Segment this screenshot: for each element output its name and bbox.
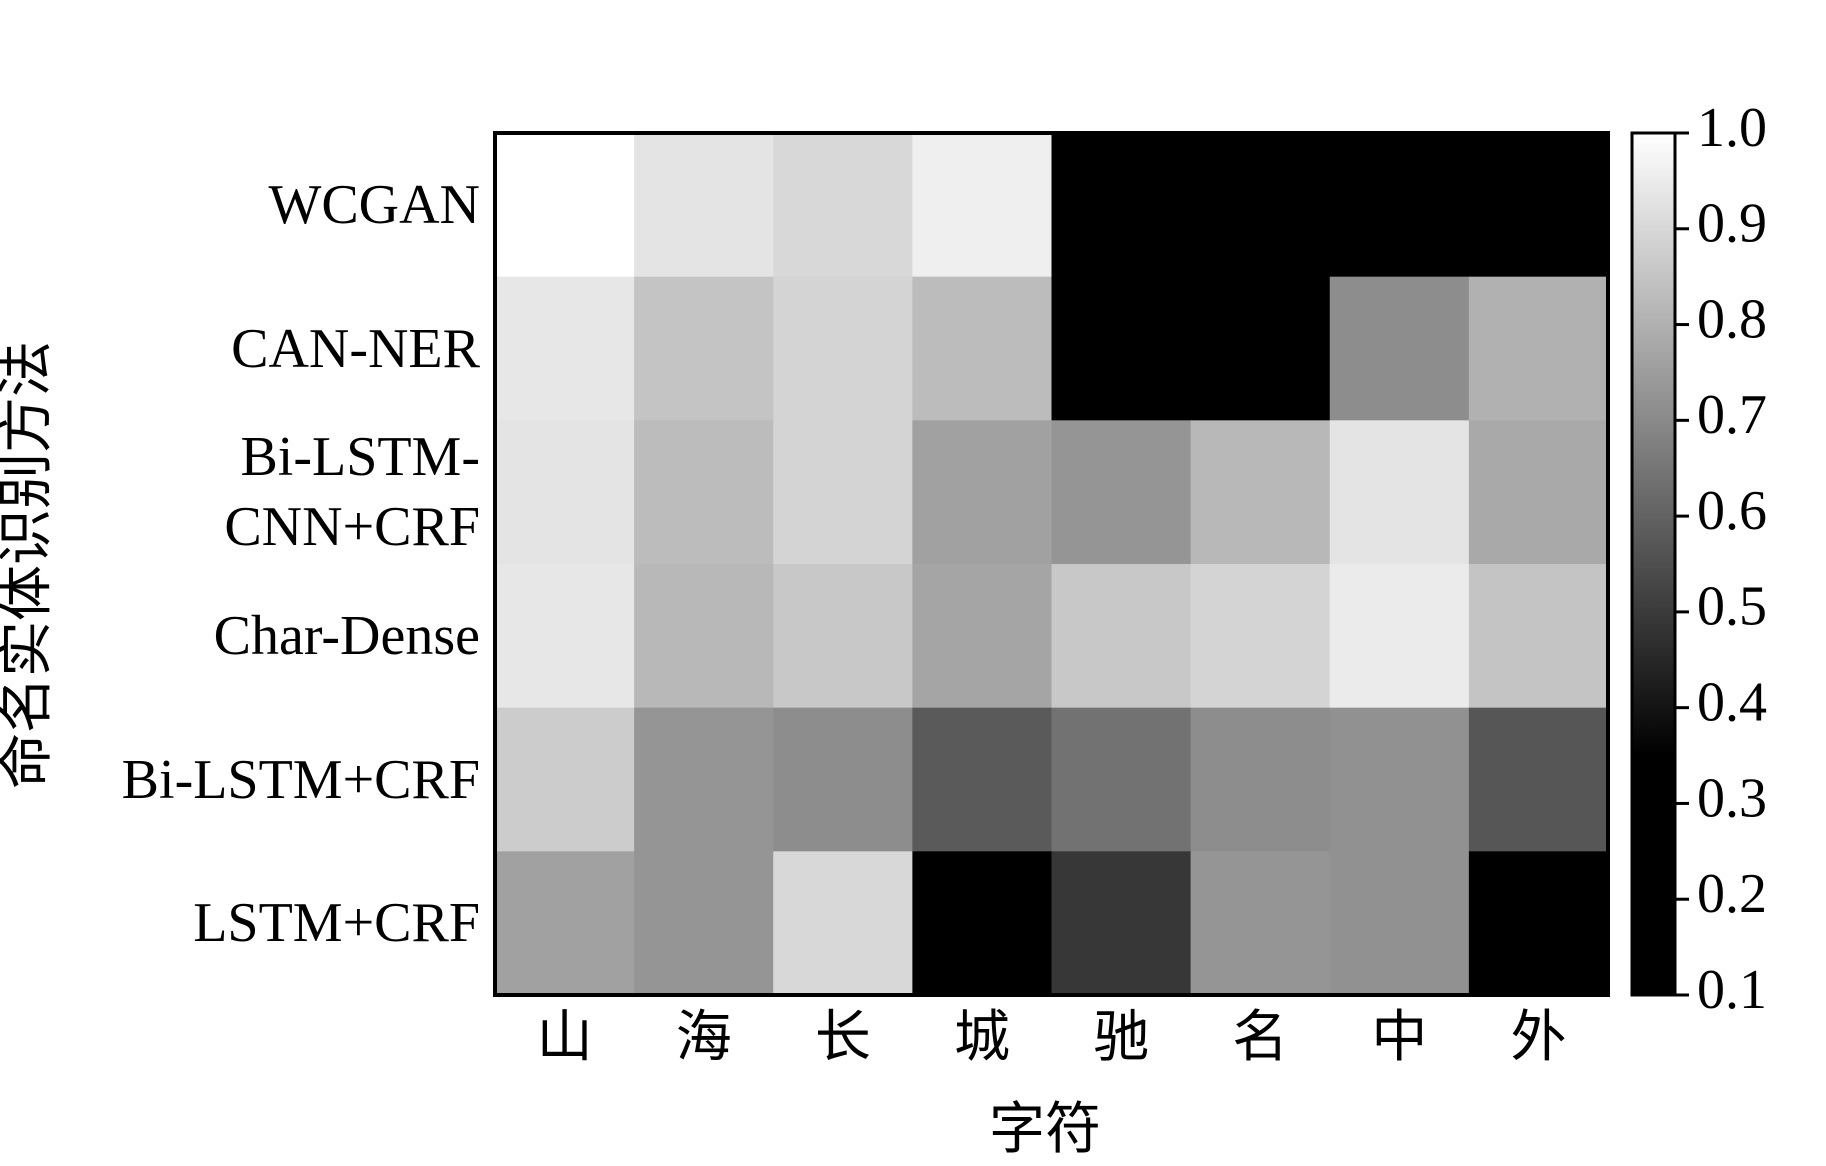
heatmap-cell: [1051, 851, 1192, 996]
colorbar-tick-label: 0.6: [1697, 480, 1767, 542]
heatmap-cell: [1468, 420, 1609, 565]
colorbar-tick-label: 0.2: [1697, 863, 1767, 925]
colorbar-tick-label: 0.1: [1697, 959, 1767, 1021]
x-tick-label: 海: [676, 1007, 732, 1069]
y-tick-label: CAN-NER: [231, 317, 480, 380]
heatmap-cell: [1468, 707, 1609, 852]
colorbar-tick-label: 0.3: [1697, 767, 1767, 829]
heatmap-cell: [495, 133, 635, 278]
x-tick-label: 外: [1510, 1007, 1566, 1069]
y-axis-title: 命名实体识别方法: [0, 341, 58, 789]
heatmap-cell: [1468, 276, 1609, 421]
heatmap-cell: [1329, 851, 1470, 996]
colorbar-tick-label: 0.4: [1697, 672, 1767, 734]
heatmap-cell: [634, 133, 774, 278]
heatmap-cell: [1190, 851, 1331, 996]
heatmap-cell: [912, 276, 1052, 421]
heatmap-cell: [912, 564, 1052, 709]
heatmap-cell: [634, 707, 774, 852]
y-tick-label: LSTM+CRF: [193, 892, 480, 955]
heatmap-cell: [912, 420, 1052, 565]
colorbar-tick-label: 0.7: [1697, 384, 1767, 446]
colorbar-tick-label: 1.0: [1697, 97, 1767, 159]
y-tick-label: WCGAN: [268, 173, 480, 236]
heatmap-cell: [495, 420, 635, 565]
heatmap-cell: [912, 851, 1052, 996]
heatmap-cell: [634, 564, 774, 709]
heatmap-cell: [1190, 707, 1331, 852]
heatmap-cell: [1051, 420, 1192, 565]
x-tick-label: 山: [537, 1007, 593, 1069]
heatmap-cell: [1468, 133, 1609, 278]
heatmap-cell: [495, 851, 635, 996]
heatmap-cell: [773, 420, 913, 565]
heatmap-cell: [1329, 564, 1470, 709]
heatmap-cell: [1468, 851, 1609, 996]
y-tick-label: Bi-LSTM+CRF: [121, 748, 480, 811]
heatmap-cell: [634, 851, 774, 996]
heatmap-cell: [773, 707, 913, 852]
heatmap-cell: [1329, 707, 1470, 852]
x-tick-label: 中: [1371, 1007, 1427, 1069]
heatmap-cell: [1190, 564, 1331, 709]
heatmap-cell: [912, 707, 1052, 852]
heatmap-cell: [773, 133, 913, 278]
heatmap-cell: [773, 851, 913, 996]
heatmap-cell: [495, 707, 635, 852]
heatmap-cell: [1051, 276, 1192, 421]
heatmap-cell: [634, 420, 774, 565]
x-tick-label: 名: [1232, 1007, 1288, 1069]
heatmap-cell: [1051, 707, 1192, 852]
x-axis-title: 字符: [989, 1099, 1101, 1161]
x-tick-label: 驰: [1093, 1007, 1149, 1069]
heatmap-cell: [495, 276, 635, 421]
x-tick-label: 城: [954, 1007, 1010, 1069]
heatmap-cell: [634, 276, 774, 421]
colorbar-tick-label: 0.8: [1697, 288, 1767, 350]
plot-frame: [493, 131, 1610, 997]
colorbar-tick-label: 0.5: [1697, 576, 1767, 638]
heatmap-cell: [1190, 133, 1331, 278]
x-tick-label: 长: [815, 1007, 871, 1069]
heatmap-cell: [1051, 564, 1192, 709]
heatmap-cell: [773, 564, 913, 709]
heatmap-cell: [495, 564, 635, 709]
heatmap-cell: [1329, 133, 1470, 278]
heatmap-cell: [1468, 564, 1609, 709]
y-tick-label: Bi-LSTM- CNN+CRF: [224, 426, 480, 559]
heatmap-cell: [1051, 133, 1192, 278]
heatmap-cell: [1329, 276, 1470, 421]
colorbar: [1630, 131, 1677, 997]
y-tick-label: Char-Dense: [213, 604, 480, 667]
heatmap-cell: [1329, 420, 1470, 565]
heatmap-cell: [1190, 420, 1331, 565]
heatmap-cell: [773, 276, 913, 421]
heatmap-cell: [912, 133, 1052, 278]
heatmap-cell: [1190, 276, 1331, 421]
colorbar-tick-label: 0.9: [1697, 193, 1767, 255]
